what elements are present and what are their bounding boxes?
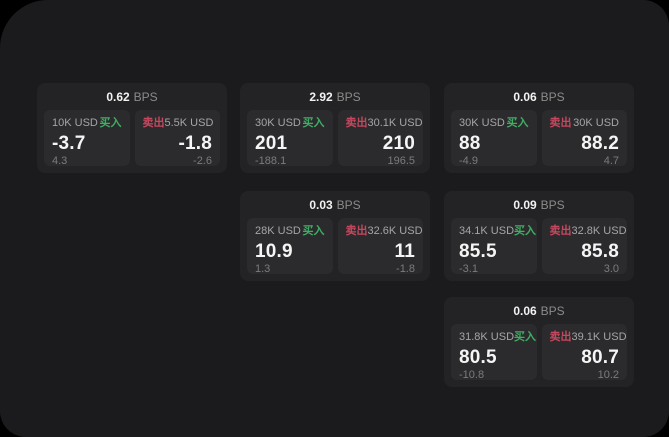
buy-price: 85.5 <box>459 241 497 262</box>
sell-size: 5.5K USD <box>164 117 214 129</box>
card-header: 2.92 BPS <box>247 90 423 105</box>
sell-delta: -2.6 <box>193 155 212 167</box>
bps-value: 2.92 <box>309 90 333 104</box>
sell-delta: 3.0 <box>603 263 619 275</box>
sell-panel[interactable]: 卖出 30.1K USD 210 196.5 <box>337 110 423 167</box>
buy-side-label: 买入 <box>99 117 122 129</box>
card-header: 0.03 BPS <box>247 198 423 213</box>
sell-size: 32.6K USD <box>367 225 423 237</box>
bps-unit-label: BPS <box>540 198 565 212</box>
buy-side-label: 买入 <box>506 117 529 129</box>
sell-panel[interactable]: 卖出 39.1K USD 80.7 10.2 <box>541 324 627 381</box>
buy-size: 30K USD <box>255 117 301 129</box>
buy-price: 88 <box>459 133 481 154</box>
buy-price: 10.9 <box>255 241 293 262</box>
sell-price: -1.8 <box>178 133 212 154</box>
quote-panels: 10K USD 买入 -3.7 4.3 卖出 5.5K USD -1.8 -2.… <box>44 110 220 167</box>
buy-delta: 1.3 <box>255 263 271 275</box>
bps-unit-label: BPS <box>336 198 361 212</box>
buy-size: 28K USD <box>255 225 301 237</box>
sell-price: 80.7 <box>581 347 619 368</box>
sell-panel[interactable]: 卖出 32.6K USD 11 -1.8 <box>337 218 423 275</box>
buy-delta: -3.1 <box>459 263 478 275</box>
sell-panel[interactable]: 卖出 32.8K USD 85.8 3.0 <box>541 218 627 275</box>
quote-card: 0.03 BPS 28K USD 买入 10.9 1.3 卖出 32.6K USD… <box>240 191 430 281</box>
quote-card: 2.92 BPS 30K USD 买入 201 -188.1 卖出 30.1K U… <box>240 83 430 173</box>
quote-panels: 30K USD 买入 88 -4.9 卖出 30K USD 88.2 4.7 <box>451 110 627 167</box>
buy-price: -3.7 <box>52 133 86 154</box>
card-header: 0.06 BPS <box>451 304 627 319</box>
buy-size: 30K USD <box>459 117 505 129</box>
buy-panel[interactable]: 31.8K USD 买入 80.5 -10.8 <box>451 324 537 381</box>
buy-side-label: 买入 <box>302 225 325 237</box>
sell-side-label: 卖出 <box>345 117 368 129</box>
quote-panels: 31.8K USD 买入 80.5 -10.8 卖出 39.1K USD 80.… <box>451 324 627 381</box>
sell-delta: 10.2 <box>597 369 619 381</box>
buy-delta: 4.3 <box>52 155 68 167</box>
card-header: 0.62 BPS <box>44 90 220 105</box>
sell-side-label: 卖出 <box>549 225 572 237</box>
sell-delta: -1.8 <box>396 263 415 275</box>
sell-side-label: 卖出 <box>549 331 572 343</box>
buy-size: 34.1K USD <box>459 225 515 237</box>
card-header: 0.09 BPS <box>451 198 627 213</box>
bps-value: 0.03 <box>309 198 333 212</box>
sell-panel[interactable]: 卖出 5.5K USD -1.8 -2.6 <box>134 110 220 167</box>
sell-side-label: 卖出 <box>142 117 165 129</box>
quote-panels: 28K USD 买入 10.9 1.3 卖出 32.6K USD 11 -1.8 <box>247 218 423 275</box>
sell-price: 11 <box>394 241 415 262</box>
buy-size: 31.8K USD <box>459 331 515 343</box>
buy-delta: -188.1 <box>255 155 287 167</box>
bps-value: 0.09 <box>513 198 537 212</box>
bps-unit-label: BPS <box>133 90 158 104</box>
sell-delta: 196.5 <box>387 155 415 167</box>
bps-unit-label: BPS <box>540 304 565 318</box>
sell-size: 39.1K USD <box>571 331 627 343</box>
buy-delta: -4.9 <box>459 155 478 167</box>
sell-panel[interactable]: 卖出 30K USD 88.2 4.7 <box>541 110 627 167</box>
buy-side-label: 买入 <box>514 331 537 343</box>
quote-card: 0.06 BPS 30K USD 买入 88 -4.9 卖出 30K USD 88… <box>444 83 634 173</box>
buy-delta: -10.8 <box>459 369 485 381</box>
bps-unit-label: BPS <box>540 90 565 104</box>
buy-panel[interactable]: 10K USD 买入 -3.7 4.3 <box>44 110 130 167</box>
bps-value: 0.06 <box>513 90 537 104</box>
sell-side-label: 卖出 <box>549 117 572 129</box>
buy-side-label: 买入 <box>514 225 537 237</box>
sell-side-label: 卖出 <box>345 225 368 237</box>
quote-panels: 30K USD 买入 201 -188.1 卖出 30.1K USD 210 1… <box>247 110 423 167</box>
quote-card: 0.62 BPS 10K USD 买入 -3.7 4.3 卖出 5.5K USD … <box>37 83 227 173</box>
bps-value: 0.06 <box>513 304 537 318</box>
buy-panel[interactable]: 30K USD 买入 88 -4.9 <box>451 110 537 167</box>
sell-price: 210 <box>382 133 415 154</box>
card-header: 0.06 BPS <box>451 90 627 105</box>
buy-side-label: 买入 <box>302 117 325 129</box>
sell-price: 85.8 <box>581 241 619 262</box>
bps-value: 0.62 <box>106 90 130 104</box>
sell-size: 30.1K USD <box>367 117 423 129</box>
buy-panel[interactable]: 34.1K USD 买入 85.5 -3.1 <box>451 218 537 275</box>
sell-delta: 4.7 <box>603 155 619 167</box>
buy-panel[interactable]: 30K USD 买入 201 -188.1 <box>247 110 333 167</box>
quote-panels: 34.1K USD 买入 85.5 -3.1 卖出 32.8K USD 85.8… <box>451 218 627 275</box>
sell-size: 32.8K USD <box>571 225 627 237</box>
buy-size: 10K USD <box>52 117 98 129</box>
buy-price: 201 <box>255 133 288 154</box>
quote-card: 0.09 BPS 34.1K USD 买入 85.5 -3.1 卖出 32.8K … <box>444 191 634 281</box>
buy-panel[interactable]: 28K USD 买入 10.9 1.3 <box>247 218 333 275</box>
quote-card: 0.06 BPS 31.8K USD 买入 80.5 -10.8 卖出 39.1K… <box>444 297 634 387</box>
bps-unit-label: BPS <box>336 90 361 104</box>
sell-size: 30K USD <box>573 117 619 129</box>
sell-price: 88.2 <box>581 133 619 154</box>
buy-price: 80.5 <box>459 347 497 368</box>
